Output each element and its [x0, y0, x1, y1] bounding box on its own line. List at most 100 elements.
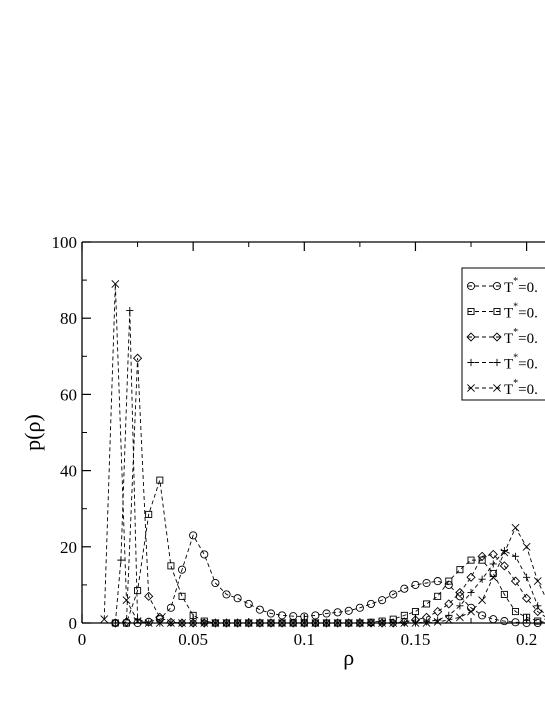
data-point [177, 565, 187, 574]
data-point [378, 596, 387, 605]
data-point [333, 618, 343, 628]
y-tick-label: 60 [60, 385, 77, 404]
legend-box [461, 267, 545, 401]
legend-entry: T*=0. [467, 353, 538, 373]
data-point [233, 619, 242, 627]
data-point [455, 587, 465, 598]
data-point [367, 619, 375, 627]
data-point [523, 613, 531, 621]
y-tick-label: 0 [69, 614, 78, 633]
data-point [333, 619, 342, 627]
data-point [188, 618, 198, 628]
data-point [534, 602, 542, 610]
data-point [278, 619, 286, 627]
data-point [211, 578, 220, 588]
data-point [122, 596, 131, 605]
data-point [445, 577, 453, 585]
y-tick-label: 40 [60, 462, 77, 481]
data-point [444, 580, 453, 589]
data-point [244, 619, 253, 627]
data-point [511, 608, 519, 616]
data-point [478, 575, 486, 583]
series-line [115, 479, 545, 624]
data-point [277, 618, 287, 628]
data-point [310, 618, 321, 628]
data-point [344, 606, 353, 615]
data-point [456, 566, 464, 574]
data-point [466, 332, 476, 342]
series-cross [100, 279, 545, 627]
data-point [533, 606, 543, 617]
data-point [244, 618, 254, 628]
data-point [366, 599, 376, 609]
data-point [400, 619, 409, 627]
data-point [177, 618, 187, 628]
data-point [222, 590, 231, 599]
data-point [344, 619, 353, 627]
data-point [167, 619, 175, 627]
data-point [467, 358, 475, 367]
data-point [422, 619, 431, 627]
data-point [511, 552, 520, 560]
data-point [267, 619, 275, 627]
data-point [200, 619, 209, 627]
data-point [121, 617, 132, 627]
data-point [467, 588, 475, 597]
data-point [522, 593, 532, 603]
data-point [533, 618, 542, 628]
data-point [467, 307, 475, 316]
data-point [144, 619, 153, 627]
data-point [444, 616, 453, 624]
data-point [200, 550, 209, 559]
data-point [492, 281, 502, 291]
legend-entry: T*=0. [466, 327, 538, 347]
data-point [467, 384, 475, 392]
y-tick-label: 100 [52, 233, 78, 252]
data-point [377, 618, 387, 628]
data-point [156, 476, 164, 484]
data-point [355, 603, 364, 612]
data-point [211, 619, 220, 627]
data-point [155, 619, 164, 627]
data-point [322, 609, 331, 618]
data-point [493, 307, 501, 316]
data-point [478, 611, 487, 620]
x-tick-label: 0.05 [178, 630, 208, 649]
legend-entry: T*=0. [467, 302, 538, 322]
legend-entry: T*=0. [467, 378, 538, 398]
data-point [233, 594, 242, 603]
data-point [255, 619, 264, 627]
y-axis-label: p(ρ) [20, 414, 45, 451]
x-tick-label: 0.1 [294, 630, 315, 649]
data-point [411, 608, 419, 616]
data-point [422, 618, 431, 626]
x-tick-label: 0.15 [401, 630, 431, 649]
data-point [111, 619, 119, 627]
data-point [167, 562, 175, 570]
data-point [100, 615, 109, 624]
data-point [255, 618, 265, 628]
series-line [115, 534, 545, 624]
legend-label: T*=0. [504, 302, 538, 322]
data-point [389, 590, 398, 599]
data-point [388, 618, 398, 628]
data-point [355, 618, 365, 628]
data-point [444, 599, 454, 609]
data-point [134, 587, 142, 595]
data-point [467, 556, 475, 564]
data-point [534, 617, 542, 625]
data-point [493, 358, 501, 367]
data-point [178, 592, 186, 600]
data-point [221, 618, 232, 628]
data-point [255, 605, 264, 614]
data-point [533, 577, 542, 586]
data-point [466, 572, 476, 582]
data-point [489, 560, 497, 568]
data-point [266, 609, 276, 618]
data-point [467, 607, 475, 616]
data-point [144, 591, 154, 601]
data-point [366, 618, 376, 628]
data-point [145, 510, 153, 518]
data-point [500, 548, 509, 557]
